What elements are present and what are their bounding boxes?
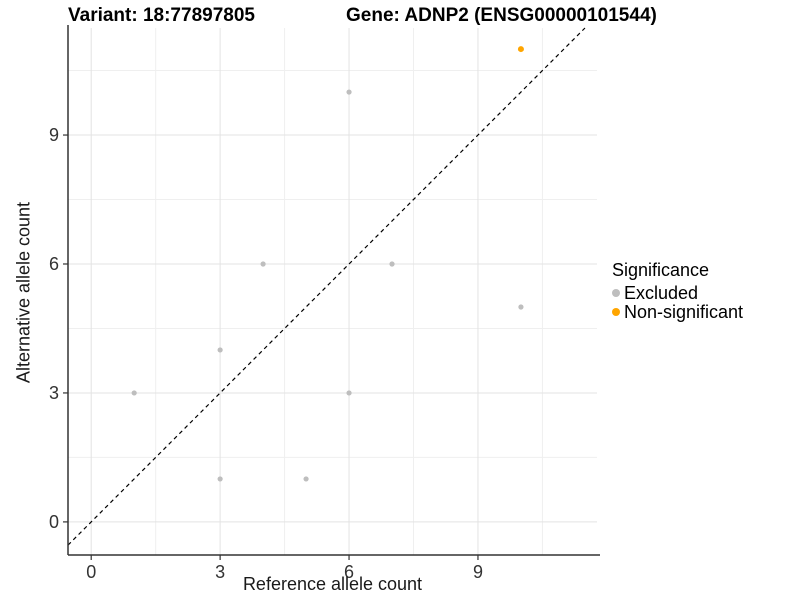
data-point-excluded (346, 390, 352, 396)
legend-title: Significance (612, 260, 710, 280)
legend-item-non-significant: Non-significant (612, 303, 743, 321)
data-point-excluded (217, 476, 223, 482)
x-tick-label: 6 (344, 562, 354, 582)
variant-title: Variant: 18:77897805 (68, 5, 255, 26)
x-tick-label: 9 (473, 562, 483, 582)
x-tick-label: 0 (86, 562, 96, 582)
data-point-non-significant (517, 46, 524, 53)
data-point-excluded (131, 390, 137, 396)
legend: Significance Excluded Non-significant (612, 260, 743, 321)
legend-item-label-non-significant: Non-significant (624, 302, 744, 322)
gene-title: Gene: ADNP2 (ENSG00000101544) (346, 5, 657, 26)
y-tick-label: 0 (49, 512, 59, 532)
data-point-excluded (518, 304, 524, 310)
x-tick-label: 3 (215, 562, 225, 582)
data-point-excluded (217, 347, 223, 353)
data-point-excluded (389, 261, 395, 267)
data-point-excluded (346, 89, 352, 95)
y-tick-label: 6 (49, 254, 59, 274)
data-point-excluded (303, 476, 309, 482)
identity-line (67, 27, 586, 546)
legend-item-label-excluded: Excluded (624, 283, 699, 303)
excluded-swatch-icon (612, 289, 620, 297)
x-axis-title: Reference allele count (242, 574, 423, 594)
y-tick-label: 3 (49, 383, 59, 403)
y-axis-title: Alternative allele count (13, 201, 34, 384)
y-tick-label: 9 (49, 125, 59, 145)
non-significant-swatch-icon (612, 308, 620, 316)
data-point-excluded (260, 261, 266, 267)
legend-item-excluded: Excluded (612, 284, 743, 302)
